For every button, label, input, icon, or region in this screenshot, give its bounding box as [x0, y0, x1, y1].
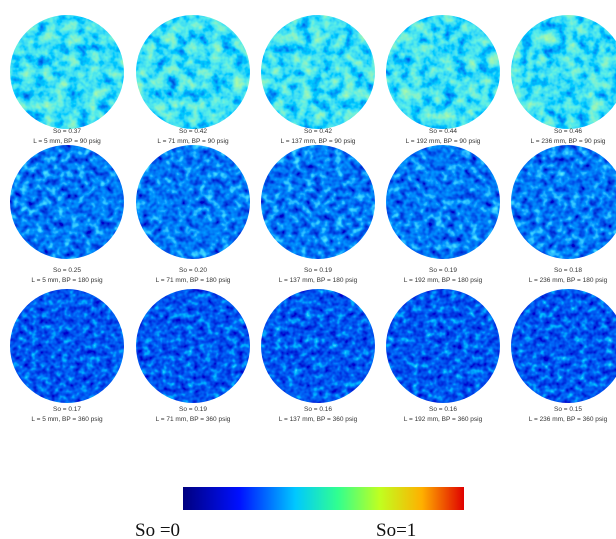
saturation-label: So = 0.42 — [179, 128, 207, 135]
saturation-map — [386, 15, 500, 129]
saturation-map — [136, 145, 250, 259]
panel: So = 0.15 L = 236 mm, BP = 360 psig — [511, 289, 616, 423]
saturation-map — [10, 289, 124, 403]
saturation-label: So = 0.20 — [179, 267, 207, 274]
panel: So = 0.25 L = 5 mm, BP = 180 psig — [10, 145, 124, 284]
saturation-map — [136, 289, 250, 403]
colorbar-min-label: So =0 — [135, 520, 180, 539]
saturation-map — [386, 145, 500, 259]
panel: So = 0.16 L = 137 mm, BP = 360 psig — [261, 289, 375, 423]
saturation-label: So = 0.15 — [554, 406, 582, 413]
condition-label: L = 192 mm, BP = 360 psig — [404, 416, 483, 423]
saturation-label: So = 0.25 — [53, 267, 81, 274]
panel: So = 0.44 L = 192 mm, BP = 90 psig — [386, 15, 500, 145]
condition-label: L = 5 mm, BP = 360 psig — [31, 416, 103, 423]
saturation-map — [511, 145, 616, 259]
condition-label: L = 137 mm, BP = 90 psig — [281, 138, 356, 145]
saturation-label: So = 0.44 — [429, 128, 457, 135]
panel: So = 0.19 L = 137 mm, BP = 180 psig — [261, 145, 375, 284]
colorbar — [183, 487, 464, 510]
colorbar-max-label: So=1 — [376, 520, 416, 539]
panel: So = 0.19 L = 71 mm, BP = 360 psig — [136, 289, 250, 423]
condition-label: L = 71 mm, BP = 360 psig — [156, 416, 231, 423]
condition-label: L = 71 mm, BP = 180 psig — [156, 277, 231, 284]
panel: So = 0.20 L = 71 mm, BP = 180 psig — [136, 145, 250, 284]
saturation-label: So = 0.18 — [554, 267, 582, 274]
condition-label: L = 236 mm, BP = 180 psig — [529, 277, 608, 284]
saturation-map — [386, 289, 500, 403]
saturation-map — [511, 289, 616, 403]
panel: So = 0.46 L = 236 mm, BP = 90 psig — [511, 15, 616, 145]
panel: So = 0.16 L = 192 mm, BP = 360 psig — [386, 289, 500, 423]
saturation-map — [511, 15, 616, 129]
saturation-label: So = 0.16 — [304, 406, 332, 413]
panel-grid: So = 0.37 L = 5 mm, BP = 90 psig So = 0.42… — [10, 15, 616, 423]
condition-label: L = 5 mm, BP = 90 psig — [33, 138, 101, 145]
condition-label: L = 236 mm, BP = 360 psig — [529, 416, 608, 423]
saturation-label: So = 0.19 — [304, 267, 332, 274]
saturation-label: So = 0.42 — [304, 128, 332, 135]
saturation-map — [261, 145, 375, 259]
saturation-label: So = 0.37 — [53, 128, 81, 135]
panel: So = 0.42 L = 137 mm, BP = 90 psig — [261, 15, 375, 145]
condition-label: L = 5 mm, BP = 180 psig — [31, 277, 103, 284]
saturation-map — [136, 15, 250, 129]
saturation-map — [10, 145, 124, 259]
condition-label: L = 192 mm, BP = 90 psig — [406, 138, 481, 145]
panel: So = 0.18 L = 236 mm, BP = 180 psig — [511, 145, 616, 284]
condition-label: L = 137 mm, BP = 180 psig — [279, 277, 358, 284]
condition-label: L = 137 mm, BP = 360 psig — [279, 416, 358, 423]
panel: So = 0.42 L = 71 mm, BP = 90 psig — [136, 15, 250, 145]
panel: So = 0.37 L = 5 mm, BP = 90 psig — [10, 15, 124, 145]
saturation-label: So = 0.19 — [179, 406, 207, 413]
saturation-map — [10, 15, 124, 129]
panel: So = 0.17 L = 5 mm, BP = 360 psig — [10, 289, 124, 423]
saturation-label: So = 0.46 — [554, 128, 582, 135]
saturation-map — [261, 15, 375, 129]
condition-label: L = 236 mm, BP = 90 psig — [531, 138, 606, 145]
saturation-label: So = 0.19 — [429, 267, 457, 274]
condition-label: L = 71 mm, BP = 90 psig — [157, 138, 229, 145]
saturation-map — [261, 289, 375, 403]
condition-label: L = 192 mm, BP = 180 psig — [404, 277, 483, 284]
panel: So = 0.19 L = 192 mm, BP = 180 psig — [386, 145, 500, 284]
saturation-label: So = 0.16 — [429, 406, 457, 413]
saturation-label: So = 0.17 — [53, 406, 81, 413]
